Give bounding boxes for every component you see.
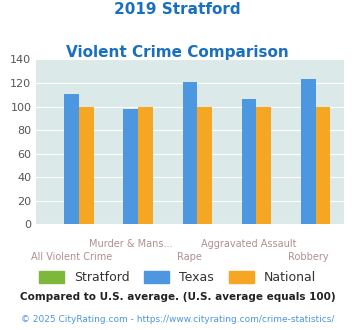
Text: Aggravated Assault: Aggravated Assault bbox=[201, 239, 297, 249]
Bar bbox=[182, 82, 197, 224]
Bar bbox=[124, 109, 138, 224]
Legend: Stratford, Texas, National: Stratford, Texas, National bbox=[35, 267, 320, 288]
Text: Robbery: Robbery bbox=[288, 252, 328, 262]
Bar bbox=[301, 80, 316, 224]
Bar bbox=[79, 107, 94, 224]
Text: Murder & Mans...: Murder & Mans... bbox=[89, 239, 173, 249]
Bar bbox=[64, 94, 79, 224]
Text: Violent Crime Comparison: Violent Crime Comparison bbox=[66, 45, 289, 59]
Text: Rape: Rape bbox=[178, 252, 202, 262]
Bar bbox=[256, 107, 271, 224]
Bar bbox=[242, 99, 256, 224]
Text: © 2025 CityRating.com - https://www.cityrating.com/crime-statistics/: © 2025 CityRating.com - https://www.city… bbox=[21, 315, 334, 324]
Text: Compared to U.S. average. (U.S. average equals 100): Compared to U.S. average. (U.S. average … bbox=[20, 292, 335, 302]
Bar bbox=[197, 107, 212, 224]
Text: 2019 Stratford: 2019 Stratford bbox=[114, 2, 241, 16]
Text: All Violent Crime: All Violent Crime bbox=[31, 252, 112, 262]
Bar bbox=[316, 107, 330, 224]
Bar bbox=[138, 107, 153, 224]
